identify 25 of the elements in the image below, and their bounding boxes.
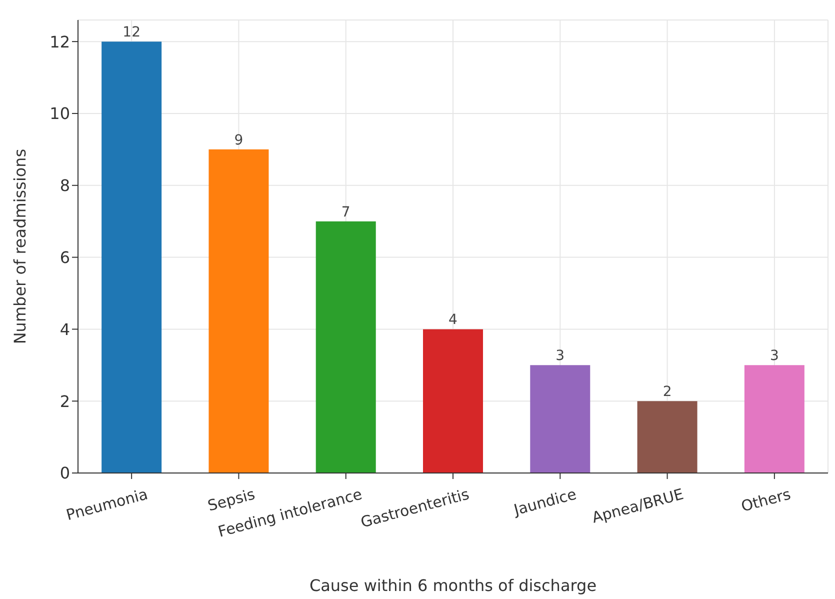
y-tick-label: 0 — [60, 464, 70, 483]
bar — [423, 329, 483, 473]
y-tick-label: 12 — [50, 32, 70, 52]
data-label: 12 — [122, 24, 140, 41]
y-axis-title: Number of readmissions — [10, 148, 30, 344]
data-label: 3 — [770, 348, 779, 364]
bar — [208, 149, 269, 473]
bar — [102, 42, 162, 473]
data-label: 2 — [662, 384, 672, 400]
x-tick-label: Sepsis — [206, 485, 258, 515]
data-label: 7 — [341, 204, 350, 220]
bar — [637, 401, 698, 473]
data-label: 9 — [234, 132, 244, 148]
data-label: 3 — [556, 348, 565, 364]
bar — [530, 365, 590, 473]
x-tick-label: Others — [739, 485, 793, 516]
y-tick-label: 10 — [50, 104, 70, 124]
x-axis-title: Cause within 6 months of discharge — [309, 576, 597, 595]
bar — [744, 365, 804, 473]
y-tick-label: 8 — [60, 176, 70, 196]
y-tick-label: 2 — [60, 392, 70, 411]
y-tick-label: 4 — [60, 320, 70, 339]
y-tick-label: 6 — [60, 248, 70, 267]
bar — [316, 221, 376, 473]
data-label: 4 — [448, 312, 458, 328]
